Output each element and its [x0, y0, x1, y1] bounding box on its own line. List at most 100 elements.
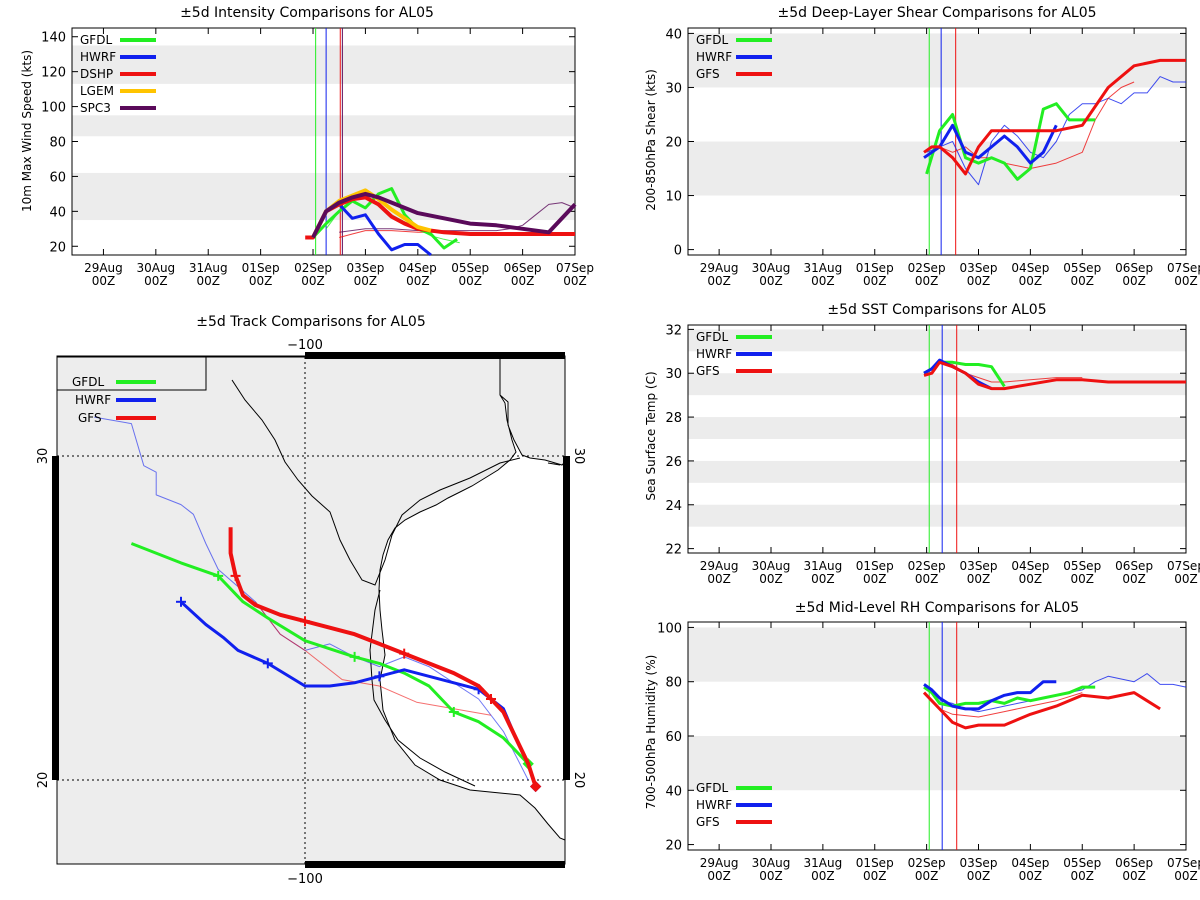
- sst-x-tick-day: 06Sep: [1115, 559, 1153, 573]
- sst-chart: ±5d SST Comparisons for AL05 Sea Surface…: [644, 302, 1200, 586]
- shear-x-tick-day: 29Aug: [700, 261, 739, 275]
- sst-x-tick-hour: 00Z: [707, 572, 731, 586]
- track-gfdl: [130, 542, 530, 765]
- sst-x-tick-hour: 00Z: [1174, 572, 1198, 586]
- track-legend-label-gfdl: GFDL: [72, 375, 104, 389]
- intensity-x-tick-day: 04Sep: [399, 261, 437, 275]
- shear-series-gfs: [923, 58, 1186, 176]
- lat-label-left-30: 30: [36, 448, 51, 465]
- intensity-x-tick-hour: 00Z: [354, 274, 378, 288]
- rh-x-tick-day: 03Sep: [960, 856, 998, 870]
- rh-x-tick-hour: 00Z: [811, 869, 835, 883]
- sst-y-tick-label: 22: [665, 543, 682, 558]
- sst-x-tick-day: 05Sep: [1063, 559, 1101, 573]
- sst-legend-label-gfdl: GFDL: [696, 330, 728, 344]
- shear-x-tick-hour: 00Z: [863, 274, 887, 288]
- shear-x-tick-day: 31Aug: [804, 261, 843, 275]
- shear-x-tick-day: 30Aug: [752, 261, 791, 275]
- shear-y-tick-label: 0: [674, 244, 682, 259]
- intensity-x-tick-hour: 00Z: [249, 274, 273, 288]
- shear-y-axis-label: 200-850hPa Shear (kts): [644, 69, 658, 211]
- sst-x-tick-hour: 00Z: [863, 572, 887, 586]
- sst-x-tick-day: 03Sep: [960, 559, 998, 573]
- sst-y-tick-label: 32: [665, 323, 682, 338]
- track-gfs-alt: [255, 601, 492, 716]
- rh-legend-label-hwrf: HWRF: [696, 798, 732, 812]
- shear-y-tick-label: 20: [665, 136, 682, 151]
- rh-x-tick-hour: 00Z: [863, 869, 887, 883]
- intensity-legend-label-dshp: DSHP: [80, 67, 113, 81]
- rh-legend-label-gfdl: GFDL: [696, 781, 728, 795]
- intensity-series-gfdl: [311, 187, 458, 250]
- intensity-x-tick-hour: 00Z: [196, 274, 220, 288]
- shear-x-tick-day: 07Sep: [1167, 261, 1200, 275]
- rh-x-tick-hour: 00Z: [1122, 869, 1146, 883]
- rh-chart: ±5d Mid-Level RH Comparisons for AL05 70…: [644, 600, 1200, 883]
- track-legend-label-hwrf: HWRF: [75, 393, 111, 407]
- shear-y-tick-label: 10: [665, 190, 682, 205]
- sst-x-tick-hour: 00Z: [915, 572, 939, 586]
- sst-x-tick-hour: 00Z: [811, 572, 835, 586]
- lon-label-bottom: −100: [287, 872, 323, 887]
- intensity-legend-label-lgem: LGEM: [80, 84, 114, 98]
- intensity-x-tick-hour: 00Z: [563, 274, 587, 288]
- intensity-x-tick-day: 30Aug: [136, 261, 175, 275]
- intensity-x-tick-hour: 00Z: [511, 274, 535, 288]
- sst-x-tick-hour: 00Z: [1122, 572, 1146, 586]
- sst-plot-frame: [687, 324, 1187, 554]
- sst-y-tick-label: 24: [665, 499, 682, 514]
- intensity-legend-label-gfdl: GFDL: [80, 33, 112, 47]
- shear-legend-label-hwrf: HWRF: [696, 50, 732, 64]
- intensity-x-tick-day: 07Sep: [556, 261, 594, 275]
- sst-band-2: [688, 417, 1186, 439]
- shear-band-1: [688, 33, 1186, 88]
- intensity-x-tick-day: 02Sep: [294, 261, 332, 275]
- rh-series-hwrf: [923, 680, 1057, 711]
- sst-band-0: [688, 504, 1186, 527]
- sst-x-tick-day: 02Sep: [908, 559, 946, 573]
- rh-x-tick-day: 31Aug: [804, 856, 843, 870]
- sst-x-tick-hour: 00Z: [1071, 572, 1095, 586]
- sst-legend-label-hwrf: HWRF: [696, 347, 732, 361]
- intensity-band-2: [72, 45, 575, 84]
- sst-x-tick-day: 01Sep: [856, 559, 894, 573]
- intensity-y-tick-label: 20: [49, 240, 66, 255]
- sst-y-tick-label: 30: [665, 367, 682, 382]
- shear-x-tick-day: 05Sep: [1063, 261, 1101, 275]
- intensity-y-tick-label: 100: [41, 101, 66, 116]
- intensity-series-spc3-alt: [339, 202, 576, 233]
- sst-band-4: [688, 329, 1186, 352]
- rh-x-tick-day: 07Sep: [1167, 856, 1200, 870]
- rh-band-0: [688, 736, 1186, 791]
- sst-x-tick-day: 30Aug: [752, 559, 791, 573]
- rh-y-tick-label: 80: [665, 676, 682, 691]
- rh-series-gfdl: [923, 685, 1096, 708]
- intensity-y-tick-label: 40: [49, 205, 66, 220]
- shear-x-tick-hour: 00Z: [1174, 274, 1198, 288]
- sst-band-3: [688, 373, 1186, 396]
- rh-y-axis-label: 700-500hPa Humidity (%): [644, 655, 658, 810]
- sst-x-tick-day: 07Sep: [1167, 559, 1200, 573]
- sst-band-1: [688, 460, 1186, 483]
- intensity-y-tick-label: 80: [49, 136, 66, 151]
- shear-x-tick-hour: 00Z: [1019, 274, 1043, 288]
- frame-left-bar: [52, 456, 59, 780]
- sst-x-tick-hour: 00Z: [967, 572, 991, 586]
- sst-y-tick-label: 26: [665, 455, 682, 470]
- intensity-x-tick-hour: 00Z: [406, 274, 430, 288]
- intensity-chart-title: ±5d Intensity Comparisons for AL05: [180, 5, 434, 21]
- sst-chart-title: ±5d SST Comparisons for AL05: [827, 302, 1046, 318]
- rh-chart-title: ±5d Mid-Level RH Comparisons for AL05: [795, 600, 1079, 616]
- lon-label-top: −100: [287, 338, 323, 353]
- shear-x-tick-hour: 00Z: [707, 274, 731, 288]
- shear-x-tick-day: 06Sep: [1115, 261, 1153, 275]
- shear-x-tick-hour: 00Z: [967, 274, 991, 288]
- sst-x-tick-day: 29Aug: [700, 559, 739, 573]
- rh-x-tick-hour: 00Z: [707, 869, 731, 883]
- rh-x-tick-day: 30Aug: [752, 856, 791, 870]
- rh-y-tick-label: 40: [665, 784, 682, 799]
- lat-label-right-30: 30: [571, 448, 586, 465]
- sst-x-tick-hour: 00Z: [1019, 572, 1043, 586]
- intensity-x-tick-hour: 00Z: [92, 274, 116, 288]
- shear-legend-label-gfdl: GFDL: [696, 33, 728, 47]
